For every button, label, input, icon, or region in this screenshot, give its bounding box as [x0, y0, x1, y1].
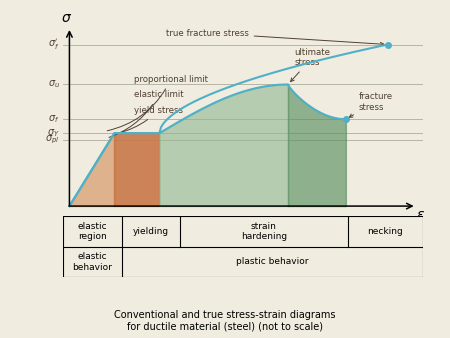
Text: Conventional and true stress-strain diagrams
for ductile material (steel) (not t: Conventional and true stress-strain diag… — [114, 310, 336, 331]
Text: $\sigma_f'$: $\sigma_f'$ — [48, 37, 60, 52]
Text: elastic limit: elastic limit — [109, 90, 183, 138]
Text: σ: σ — [62, 11, 71, 25]
Text: elastic
region: elastic region — [77, 222, 107, 241]
Text: ultimate
stress: ultimate stress — [291, 48, 330, 81]
Text: proportional limit: proportional limit — [107, 75, 208, 131]
Text: $\sigma_Y$: $\sigma_Y$ — [47, 127, 60, 139]
Text: necking: necking — [368, 227, 403, 236]
Text: true fracture stress: true fracture stress — [166, 28, 384, 46]
Text: elastic
behavior: elastic behavior — [72, 252, 112, 272]
Text: yield stress: yield stress — [117, 106, 183, 134]
Text: yielding: yielding — [133, 227, 169, 236]
Text: $\sigma_{pl}$: $\sigma_{pl}$ — [45, 134, 60, 146]
Text: $\sigma_u$: $\sigma_u$ — [48, 78, 60, 90]
Text: $\sigma_f$: $\sigma_f$ — [48, 113, 60, 125]
Text: plastic behavior: plastic behavior — [236, 258, 309, 266]
Text: fracture
stress: fracture stress — [349, 92, 393, 117]
Text: strain
hardening: strain hardening — [241, 222, 287, 241]
Text: ε: ε — [416, 208, 423, 222]
